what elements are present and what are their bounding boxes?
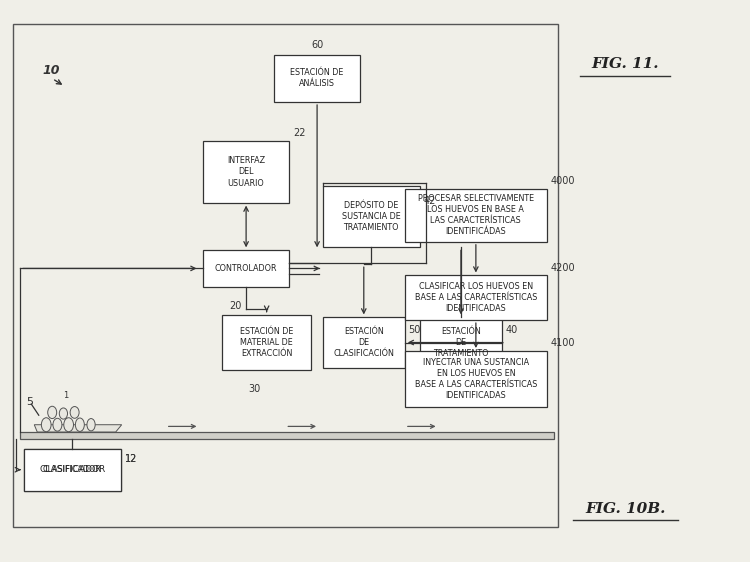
Text: ESTACIÓN
DE
TRATAMIENTO: ESTACIÓN DE TRATAMIENTO <box>433 327 489 358</box>
Text: 60: 60 <box>311 40 323 50</box>
Ellipse shape <box>59 408 68 419</box>
Text: 50: 50 <box>409 325 421 335</box>
FancyBboxPatch shape <box>322 318 405 368</box>
Text: CLASIFICADOR: CLASIFICADOR <box>43 465 102 474</box>
Ellipse shape <box>75 418 84 432</box>
FancyBboxPatch shape <box>24 449 121 491</box>
Ellipse shape <box>64 418 74 432</box>
FancyBboxPatch shape <box>24 449 121 491</box>
Text: 12: 12 <box>124 454 137 464</box>
Text: CLASIFICADOR: CLASIFICADOR <box>39 465 106 474</box>
FancyBboxPatch shape <box>420 318 502 368</box>
Text: 1: 1 <box>63 392 68 401</box>
Text: 40: 40 <box>506 325 518 335</box>
Text: INYECTAR UNA SUSTANCIA
EN LOS HUEVOS EN
BASE A LAS CARACTERÍSTICAS
IDENTIFICADAS: INYECTAR UNA SUSTANCIA EN LOS HUEVOS EN … <box>415 358 537 400</box>
FancyBboxPatch shape <box>203 141 289 203</box>
Ellipse shape <box>87 419 95 431</box>
Text: ESTACIÓN DE
ANÁLISIS: ESTACIÓN DE ANÁLISIS <box>290 68 344 88</box>
FancyBboxPatch shape <box>222 315 311 370</box>
FancyBboxPatch shape <box>405 275 547 320</box>
Polygon shape <box>20 432 554 439</box>
Text: 5: 5 <box>26 397 33 407</box>
Text: CLASIFICAR LOS HUEVOS EN
BASE A LAS CARACTERÍSTICAS
IDENTIFICADAS: CLASIFICAR LOS HUEVOS EN BASE A LAS CARA… <box>415 282 537 314</box>
Text: 10: 10 <box>43 64 60 77</box>
Text: INTERFAZ
DEL
USUARIO: INTERFAZ DEL USUARIO <box>227 156 266 188</box>
Ellipse shape <box>70 406 79 418</box>
Text: 4100: 4100 <box>550 338 575 348</box>
Text: 4000: 4000 <box>550 176 575 186</box>
Text: CONTROLADOR: CONTROLADOR <box>214 264 278 273</box>
Text: DEPÓSITO DE
SUSTANCIA DE
TRATAMIENTO: DEPÓSITO DE SUSTANCIA DE TRATAMIENTO <box>342 201 400 232</box>
FancyBboxPatch shape <box>203 250 289 287</box>
Text: 20: 20 <box>229 301 242 311</box>
Text: ESTACIÓN DE
MATERIAL DE
EXTRACCIÓN: ESTACIÓN DE MATERIAL DE EXTRACCIÓN <box>240 327 293 358</box>
FancyBboxPatch shape <box>322 186 420 247</box>
FancyBboxPatch shape <box>274 55 360 102</box>
Ellipse shape <box>48 406 57 419</box>
FancyBboxPatch shape <box>405 351 547 407</box>
Text: 22: 22 <box>292 128 305 138</box>
Ellipse shape <box>53 418 62 431</box>
FancyBboxPatch shape <box>405 189 547 242</box>
Text: PROCESAR SELECTIVAMENTE
LOS HUEVOS EN BASE A
LAS CARACTERÍSTICAS
IDENTIFICÁDAS: PROCESAR SELECTIVAMENTE LOS HUEVOS EN BA… <box>418 194 534 237</box>
Polygon shape <box>34 425 122 432</box>
Text: 30: 30 <box>249 384 261 395</box>
Text: 4200: 4200 <box>550 262 575 273</box>
Ellipse shape <box>41 418 51 432</box>
Text: 12: 12 <box>124 454 137 464</box>
Text: ESTACIÓN
DE
CLASIFICACIÓN: ESTACIÓN DE CLASIFICACIÓN <box>333 327 394 358</box>
Text: FIG. 10B.: FIG. 10B. <box>585 502 665 516</box>
Text: 42: 42 <box>424 196 436 206</box>
Text: FIG. 11.: FIG. 11. <box>592 57 659 71</box>
